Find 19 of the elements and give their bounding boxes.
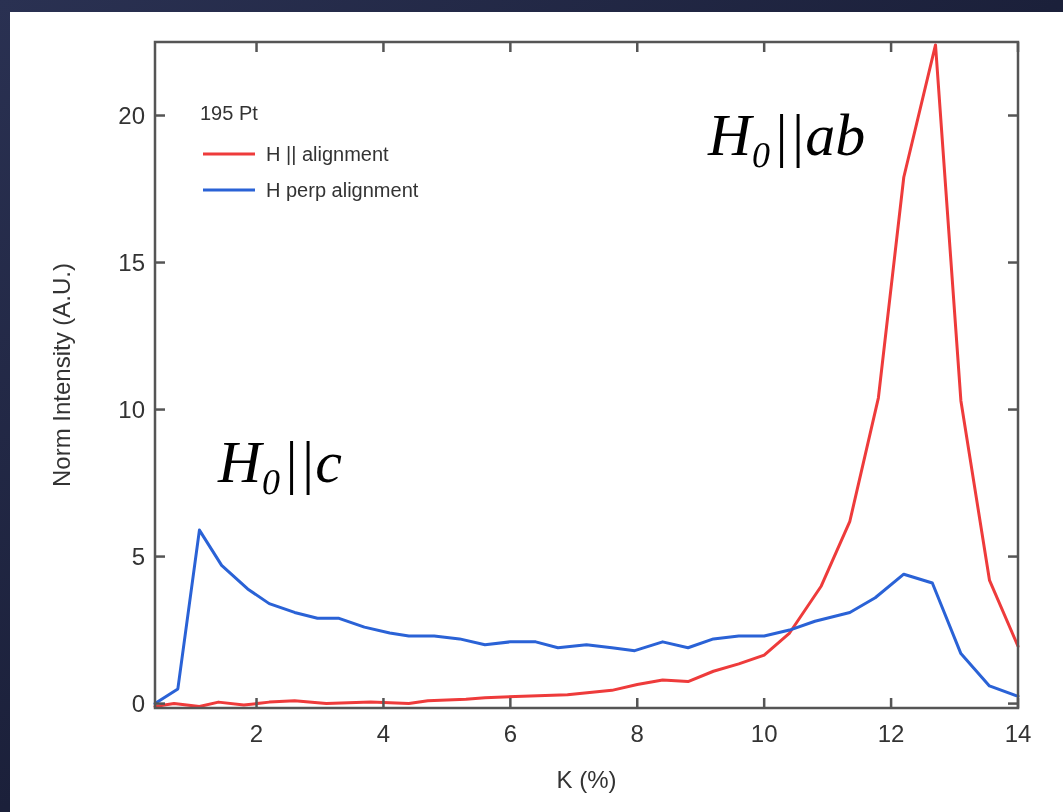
x-tick-label: 10 [750,720,778,747]
y-tick-label: 20 [118,101,145,129]
y-tick-label: 5 [131,542,145,570]
y-tick-label: 0 [131,689,145,717]
x-tick-label: 2 [249,720,264,747]
annotation: H₀||ab [707,102,866,168]
x-axis-title: K (%) [556,766,617,793]
x-tick-label: 8 [630,720,644,747]
x-tick-label: 4 [376,720,391,747]
y-axis-title: Norm Intensity (A.U.) [48,262,75,488]
legend-title: 195 Pt [200,102,259,124]
y-tick-label: 15 [118,248,145,276]
legend-label: H || alignment [266,143,390,165]
annotation: H₀||c [217,429,342,495]
legend-label: H perp alignment [266,179,419,201]
x-tick-label: 12 [877,720,905,747]
x-tick-label: 14 [1004,720,1032,747]
y-tick-label: 10 [118,395,145,423]
x-tick-label: 6 [503,720,518,747]
